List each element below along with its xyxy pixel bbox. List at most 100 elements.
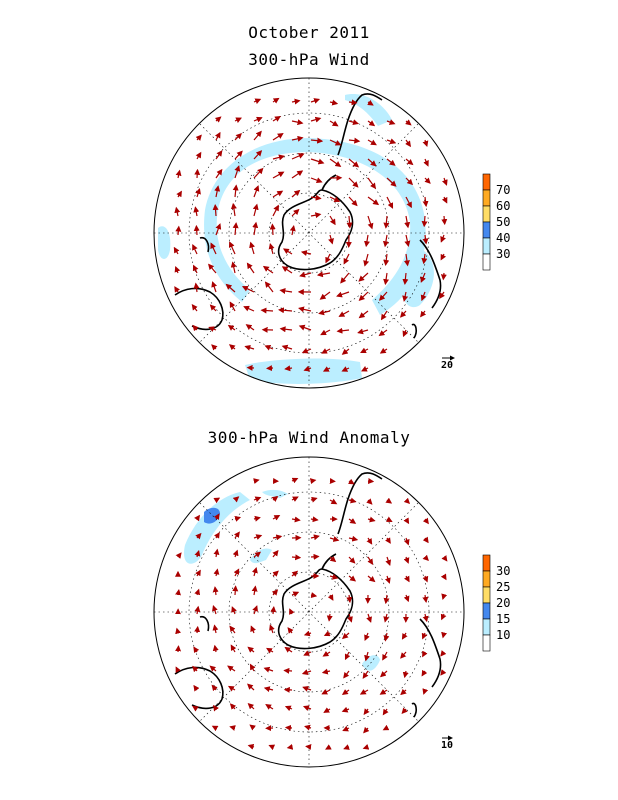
- wind-vector: [247, 683, 255, 691]
- jet-shading-west: [158, 226, 171, 259]
- wind-vector: [252, 566, 258, 577]
- wind-vector: [174, 206, 181, 217]
- wind-vector: [366, 537, 373, 545]
- wind-vector: [212, 204, 219, 217]
- wind-vector: [366, 498, 373, 505]
- wind-vector: [379, 688, 388, 695]
- wind-vector: [305, 744, 312, 750]
- wind-vector: [214, 131, 221, 141]
- wind-vector: [291, 208, 300, 217]
- wind-vector: [325, 744, 332, 750]
- wind-vector: [213, 548, 220, 558]
- wind-vector: [251, 585, 258, 596]
- wind-vector: [175, 645, 182, 653]
- figure-title: October 2011: [248, 23, 370, 42]
- wind-vector: [422, 613, 429, 623]
- wind-vector: [338, 310, 350, 317]
- wind-vector: [231, 606, 237, 615]
- wind-vector: [382, 651, 388, 661]
- colorbar-panel1-tick-label: 70: [496, 183, 510, 197]
- wind-vector: [303, 365, 312, 372]
- wind-vector: [420, 272, 426, 283]
- wind-vector: [366, 613, 372, 623]
- colorbar-panel1-tick-label: 40: [496, 231, 510, 245]
- wind-vector: [301, 347, 312, 354]
- wind-vector: [321, 688, 331, 695]
- wind-vector: [386, 177, 397, 187]
- new-zealand-coast: [199, 236, 210, 253]
- wind-vector: [266, 647, 274, 654]
- wind-vector: [363, 726, 370, 734]
- wind-vector: [194, 625, 201, 634]
- wind-vector: [175, 225, 182, 236]
- wind-vector: [378, 291, 388, 301]
- wind-vector: [361, 366, 369, 372]
- wind-vector: [309, 478, 317, 485]
- wind-vector: [401, 632, 408, 640]
- colorbar-panel1-swatch: [482, 237, 491, 255]
- wind-vector: [363, 253, 370, 267]
- wind-vector: [211, 725, 219, 732]
- colorbar-panel2-swatch: [482, 618, 491, 636]
- wind-vector: [195, 532, 202, 540]
- wind-vector: [193, 206, 200, 217]
- wind-vector: [439, 291, 446, 299]
- wind-vector: [174, 286, 181, 293]
- wind-vector: [380, 310, 388, 321]
- wind-vector: [441, 593, 448, 600]
- wind-vector: [253, 185, 260, 198]
- wind-vector: [234, 516, 242, 522]
- wind-vector: [234, 117, 242, 123]
- wind-vector: [232, 585, 239, 596]
- wind-vector: [268, 242, 275, 255]
- wind-vector: [362, 670, 369, 679]
- wind-vector: [272, 204, 279, 217]
- wind-vector: [213, 532, 220, 539]
- wind-vector: [404, 575, 410, 583]
- wind-vector: [234, 150, 243, 160]
- wind-vector: [421, 632, 428, 640]
- wind-vector: [284, 365, 293, 372]
- wind-vector: [348, 119, 359, 126]
- wind-vector: [173, 246, 180, 255]
- wind-vector: [341, 632, 350, 640]
- wind-vector: [214, 116, 222, 123]
- wind-vector: [212, 604, 218, 615]
- wind-vector: [347, 613, 353, 623]
- wind-vector: [303, 630, 312, 637]
- wind-vector: [364, 632, 370, 642]
- wind-vector: [342, 725, 350, 732]
- wind-vector: [272, 154, 285, 161]
- wind-vector: [228, 241, 236, 255]
- colorbar-panel2: 30 25 20 15 10: [482, 554, 510, 652]
- wind-vector: [215, 150, 223, 160]
- wind-vector: [271, 495, 279, 502]
- wind-vector: [287, 627, 294, 634]
- wind-vector: [263, 686, 274, 693]
- madagascar-coast: [411, 323, 417, 339]
- wind-vector: [422, 688, 429, 695]
- wind-vector: [253, 167, 264, 179]
- wind-vector: [211, 281, 218, 293]
- wind-vector: [358, 272, 369, 282]
- wind-vector: [360, 347, 369, 354]
- wind-vector: [403, 497, 411, 505]
- wind-vector: [232, 222, 239, 236]
- colorbar-panel2-tick-label: 15: [496, 612, 510, 626]
- wind-vector: [310, 553, 320, 560]
- wind-vector: [358, 291, 369, 302]
- wind-vector: [194, 549, 201, 558]
- wind-vector: [229, 703, 237, 710]
- wind-vector: [264, 345, 274, 351]
- wind-vector: [310, 158, 325, 165]
- wind-vector: [230, 644, 237, 653]
- wind-vector: [262, 265, 274, 274]
- wind-vector: [193, 282, 200, 293]
- wind-vector: [346, 215, 353, 229]
- graticule: [154, 457, 464, 767]
- wind-vector: [291, 496, 299, 502]
- wind-vector: [422, 517, 429, 525]
- wind-vector: [367, 177, 376, 190]
- wind-vector: [367, 158, 377, 167]
- wind-vector: [269, 624, 275, 634]
